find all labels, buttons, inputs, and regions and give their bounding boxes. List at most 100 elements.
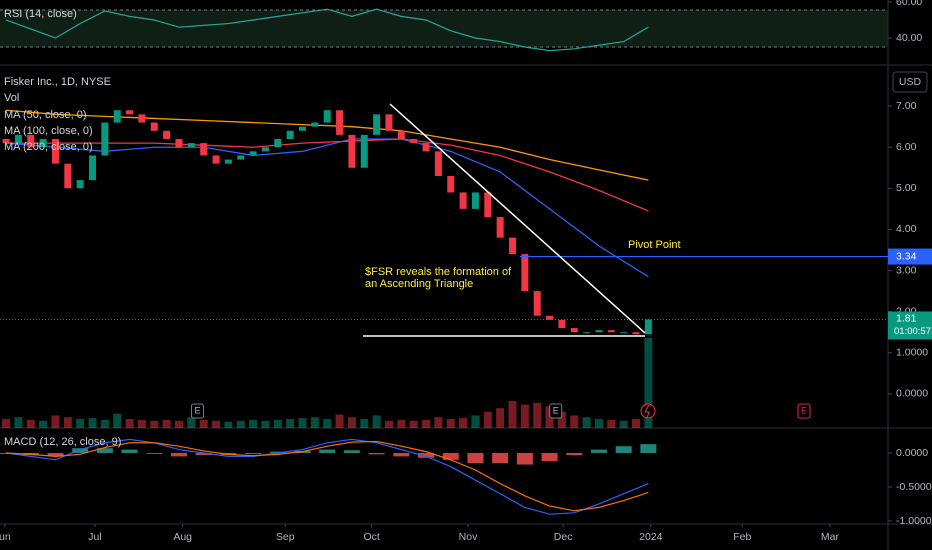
volume-bar bbox=[496, 408, 505, 428]
candle bbox=[484, 192, 492, 218]
candle bbox=[323, 110, 331, 123]
candle bbox=[558, 319, 566, 329]
candle bbox=[261, 147, 269, 152]
y-tick-label: 0.0000 bbox=[896, 388, 928, 400]
candle bbox=[533, 291, 541, 316]
trend-line[interactable] bbox=[389, 103, 646, 334]
histogram-bar bbox=[170, 452, 187, 457]
candle bbox=[126, 110, 134, 115]
y-tick-label: 1.0000 bbox=[896, 347, 928, 359]
x-tick-label: Sep bbox=[276, 531, 295, 543]
currency: USD bbox=[899, 76, 922, 88]
candle bbox=[14, 134, 22, 144]
volume-bar bbox=[236, 420, 245, 428]
candle bbox=[583, 332, 591, 334]
volume-legend: Vol bbox=[4, 92, 19, 104]
pivot-label: Pivot Point bbox=[628, 239, 681, 251]
volume-bar bbox=[594, 419, 603, 428]
candle bbox=[570, 328, 578, 333]
candle bbox=[385, 114, 393, 131]
volume-bar bbox=[619, 420, 628, 428]
histogram-bar bbox=[195, 452, 212, 456]
volume-bar bbox=[632, 419, 641, 428]
candle bbox=[286, 130, 294, 139]
volume-bar bbox=[582, 417, 591, 428]
volume-bar bbox=[557, 411, 566, 428]
volume-bar bbox=[174, 420, 183, 428]
candle bbox=[397, 130, 405, 139]
histogram-bar bbox=[343, 450, 360, 453]
y-tick-label: 5.00 bbox=[896, 182, 917, 194]
histogram-bar bbox=[368, 452, 385, 455]
volume-bar bbox=[323, 419, 332, 428]
histogram-bar bbox=[442, 452, 459, 460]
candle bbox=[336, 110, 344, 135]
volume-bar bbox=[644, 338, 653, 428]
volume-bar bbox=[26, 419, 35, 428]
candle bbox=[187, 143, 195, 148]
y-tick-label: 0.0000 bbox=[896, 447, 928, 459]
earnings-label: E bbox=[195, 405, 201, 415]
volume-bar bbox=[607, 419, 616, 428]
volume-bar bbox=[310, 417, 319, 428]
earnings-icon bbox=[191, 403, 205, 419]
annotation: an Ascending Triangle bbox=[365, 278, 473, 290]
candle bbox=[76, 180, 84, 189]
y-tick-label: -1.0000 bbox=[896, 515, 932, 527]
volume-bar bbox=[273, 419, 282, 428]
candle bbox=[410, 138, 418, 144]
volume-bar bbox=[76, 419, 85, 428]
candle bbox=[27, 134, 35, 148]
candle bbox=[595, 330, 603, 333]
volume-bar bbox=[459, 418, 468, 428]
candle bbox=[237, 155, 245, 160]
volume-bar bbox=[372, 415, 381, 428]
volume-bar bbox=[113, 413, 122, 428]
volume-bar bbox=[137, 419, 146, 428]
split-icon[interactable] bbox=[640, 403, 656, 419]
candle bbox=[224, 159, 232, 164]
candle bbox=[644, 319, 652, 335]
volume-bar bbox=[335, 414, 344, 428]
volume-bar bbox=[347, 417, 356, 428]
macd-line bbox=[6, 440, 649, 512]
candle bbox=[274, 138, 282, 148]
histogram-bar bbox=[393, 452, 410, 457]
candle bbox=[620, 332, 628, 334]
x-tick-label: un bbox=[0, 531, 11, 543]
volume-bar bbox=[570, 415, 579, 428]
ma-legend: MA (200, close, 0) bbox=[4, 141, 93, 153]
volume-bar bbox=[422, 419, 431, 428]
volume-bar bbox=[446, 419, 455, 428]
pivot-price-box bbox=[888, 248, 932, 265]
histogram-bar bbox=[566, 452, 583, 456]
candle bbox=[459, 192, 467, 209]
candle bbox=[607, 330, 615, 333]
candle bbox=[299, 126, 307, 131]
candle bbox=[471, 192, 479, 209]
volume-bar bbox=[520, 404, 529, 428]
moving-average bbox=[5, 109, 649, 181]
candle bbox=[249, 151, 257, 156]
candle bbox=[150, 122, 158, 131]
rsi-title: RSI (14, close) bbox=[4, 8, 77, 20]
x-tick-label: Nov bbox=[459, 531, 478, 543]
y-tick-label: 6.00 bbox=[896, 141, 917, 153]
volume-bar bbox=[187, 417, 196, 428]
x-tick-label: Aug bbox=[173, 531, 192, 543]
candle bbox=[89, 155, 97, 181]
earnings-label: E bbox=[801, 405, 807, 415]
candle bbox=[496, 217, 504, 238]
currency-button[interactable] bbox=[892, 71, 928, 93]
volume-bar bbox=[88, 418, 97, 428]
annotation: $FSR reveals the formation of bbox=[365, 266, 512, 278]
candle bbox=[373, 114, 381, 135]
macd-title: MACD (12, 26, close, 9) bbox=[4, 436, 121, 448]
y-tick-label: 7.00 bbox=[896, 100, 917, 112]
earnings-icon bbox=[549, 403, 563, 419]
volume-bar bbox=[2, 419, 11, 428]
ma-legend: MA (50, close, 0) bbox=[4, 109, 87, 121]
